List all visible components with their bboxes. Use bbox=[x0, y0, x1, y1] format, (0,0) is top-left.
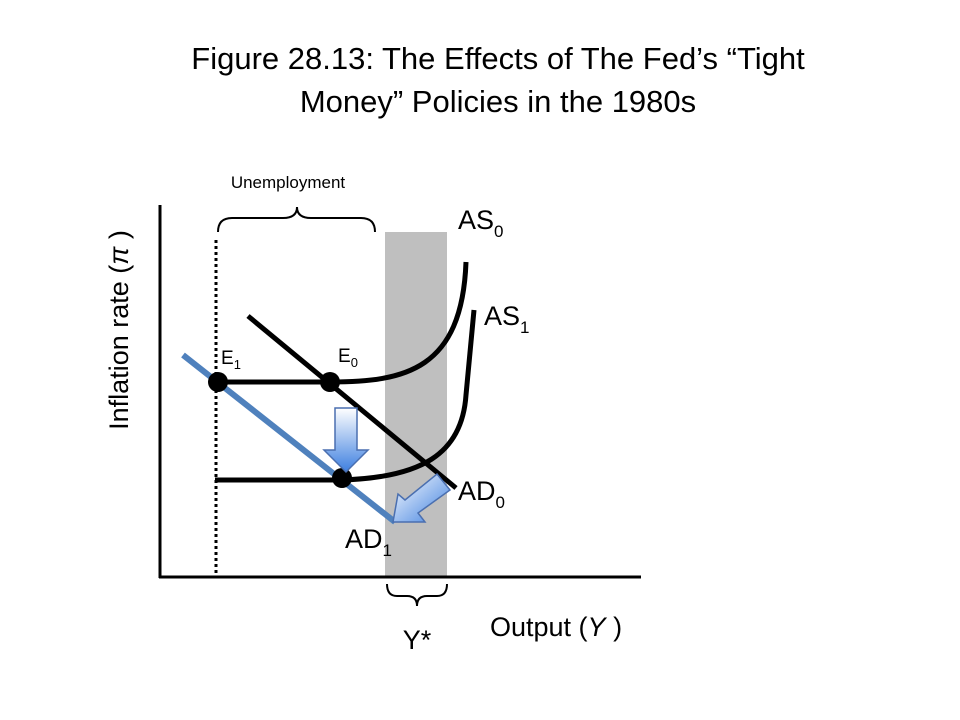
curve-name: AD bbox=[458, 476, 496, 506]
y-axis-label-text: Inflation rate ( bbox=[104, 265, 134, 430]
curve-subscript: 1 bbox=[520, 318, 529, 337]
shift-arrow bbox=[392, 472, 452, 523]
point-subscript: 0 bbox=[351, 355, 358, 370]
curve-subscript: 0 bbox=[494, 222, 503, 241]
ad0-curve bbox=[246, 314, 458, 490]
curve-subscript: 0 bbox=[496, 493, 505, 512]
curve-label: AS0 bbox=[458, 205, 504, 241]
output-brace bbox=[386, 583, 448, 607]
x-axis-label-text: Output ( bbox=[490, 612, 588, 642]
x-axis-symbol: Y bbox=[588, 612, 608, 642]
point-e1 bbox=[208, 372, 228, 392]
y-axis-symbol: π bbox=[104, 246, 134, 265]
y-axis-label-text: ) bbox=[104, 230, 134, 247]
as1-curve bbox=[215, 309, 477, 483]
point-name: E bbox=[221, 348, 234, 369]
title-line: Figure 28.13: The Effects of The Fed’s “… bbox=[191, 41, 805, 76]
y-axis-label: Inflation rate (π ) bbox=[104, 230, 134, 430]
curve-label: AS1 bbox=[484, 301, 530, 337]
unemployment-brace bbox=[217, 206, 376, 233]
point-label: E0 bbox=[338, 346, 358, 370]
potential-output-band bbox=[385, 232, 447, 577]
point-e0 bbox=[320, 372, 340, 392]
x-axis-label-text: ) bbox=[606, 612, 623, 642]
curve-label: AD0 bbox=[458, 476, 505, 512]
point-name: E bbox=[338, 346, 351, 367]
curve-name: AD bbox=[345, 524, 383, 554]
point-new bbox=[332, 468, 352, 488]
shift-arrow bbox=[322, 407, 370, 474]
curve-name: AS bbox=[458, 205, 494, 235]
point-subscript: 1 bbox=[234, 357, 241, 372]
potential-output-label: Y* bbox=[403, 625, 432, 655]
curve-name: AS bbox=[484, 301, 520, 331]
as0-curve bbox=[218, 261, 469, 385]
x-axis-label: Output (Y ) bbox=[490, 612, 622, 642]
unemployment-label: Unemployment bbox=[231, 173, 346, 192]
point-label: E1 bbox=[221, 348, 241, 372]
curve-label: AD1 bbox=[345, 524, 392, 560]
curve-subscript: 1 bbox=[383, 541, 392, 560]
title-line: Money” Policies in the 1980s bbox=[300, 84, 696, 119]
